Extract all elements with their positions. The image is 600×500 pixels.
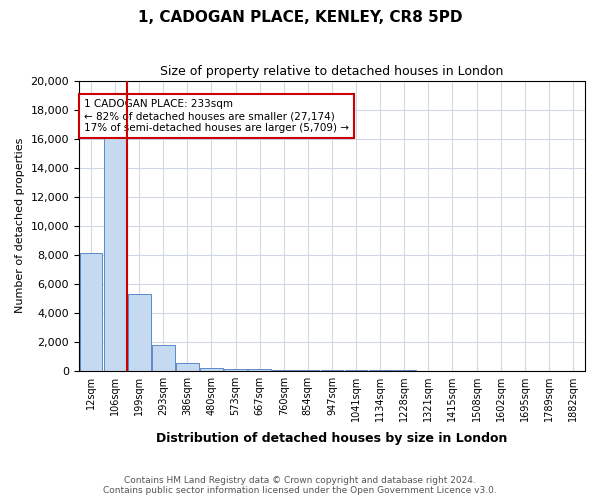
- Title: Size of property relative to detached houses in London: Size of property relative to detached ho…: [160, 65, 503, 78]
- Y-axis label: Number of detached properties: Number of detached properties: [15, 138, 25, 313]
- X-axis label: Distribution of detached houses by size in London: Distribution of detached houses by size …: [156, 432, 508, 445]
- Text: Contains HM Land Registry data © Crown copyright and database right 2024.
Contai: Contains HM Land Registry data © Crown c…: [103, 476, 497, 495]
- Text: 1 CADOGAN PLACE: 233sqm
← 82% of detached houses are smaller (27,174)
17% of sem: 1 CADOGAN PLACE: 233sqm ← 82% of detache…: [84, 100, 349, 132]
- Bar: [152, 345, 175, 370]
- Bar: [80, 253, 103, 370]
- Bar: [128, 294, 151, 370]
- Bar: [176, 364, 199, 370]
- Bar: [224, 369, 247, 370]
- Text: 1, CADOGAN PLACE, KENLEY, CR8 5PD: 1, CADOGAN PLACE, KENLEY, CR8 5PD: [138, 10, 462, 25]
- Bar: [200, 368, 223, 370]
- Bar: [104, 130, 127, 370]
